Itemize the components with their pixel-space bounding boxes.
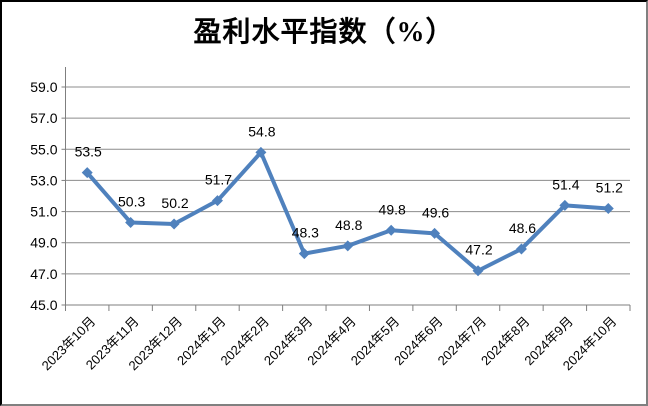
y-axis-tick-label: 49.0 [30,235,57,251]
data-point-marker [559,199,571,211]
data-point-label: 47.2 [465,242,492,258]
data-point-label: 49.8 [379,201,406,217]
data-point-label: 51.4 [552,176,579,192]
data-point-label: 48.6 [509,220,536,236]
y-axis-tick-label: 51.0 [30,204,57,220]
data-point-marker [125,216,137,228]
data-point-label: 48.3 [292,225,319,241]
data-point-label: 50.3 [118,193,145,209]
y-axis-tick-label: 55.0 [30,141,57,157]
data-point-label: 50.2 [161,195,188,211]
y-axis-tick-label: 47.0 [30,266,57,282]
data-point-marker [602,202,614,214]
data-point-label: 51.2 [596,179,623,195]
data-point-label: 53.5 [75,144,102,160]
data-point-marker [385,224,397,236]
data-point-marker [81,167,93,179]
chart-title: 盈利水平指数（%） [193,17,455,48]
data-point-label: 54.8 [248,123,275,139]
y-axis-tick-label: 57.0 [30,110,57,126]
data-point-label: 49.6 [422,204,449,220]
data-point-marker [298,248,310,260]
data-point-label: 51.7 [205,172,232,188]
data-point-marker [168,218,180,230]
y-axis-tick-label: 59.0 [30,79,57,95]
data-point-marker [255,146,267,158]
y-axis-tick-label: 53.0 [30,172,57,188]
data-point-marker [211,195,223,207]
y-axis-tick-label: 45.0 [30,297,57,313]
data-point-label: 48.8 [335,217,362,233]
data-point-marker [429,227,441,239]
data-point-marker [472,265,484,277]
data-point-marker [342,240,354,252]
data-point-marker [515,243,527,255]
